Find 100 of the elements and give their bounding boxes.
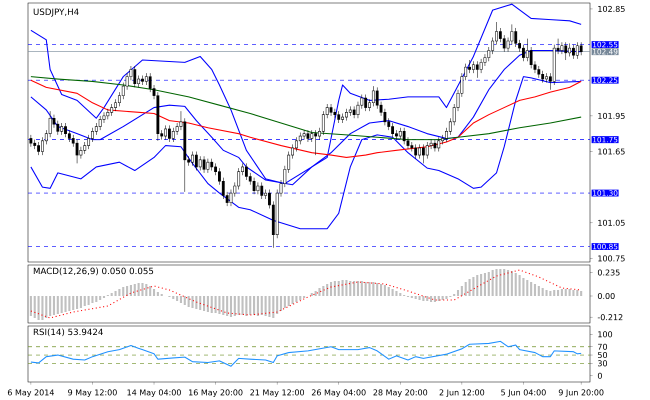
candlestick — [356, 101, 360, 119]
bar — [34, 296, 36, 318]
bar — [510, 271, 513, 296]
bar — [299, 296, 302, 300]
bar — [399, 293, 402, 296]
y-tick-label: 101.05 — [598, 220, 625, 226]
bar — [468, 279, 471, 296]
bar — [56, 296, 59, 314]
bar — [326, 284, 328, 296]
bar — [172, 296, 174, 299]
bar — [199, 296, 202, 310]
y-tick-label: 30 — [598, 360, 608, 366]
bar — [45, 296, 48, 318]
bar — [318, 288, 321, 296]
bar — [368, 282, 371, 296]
bar — [180, 296, 182, 303]
bar — [557, 290, 560, 296]
bar — [538, 286, 540, 296]
bar — [114, 291, 117, 296]
bar — [260, 296, 263, 315]
candlestick — [91, 127, 94, 142]
bar — [568, 289, 571, 296]
x-tick-label: 26 May 04:00 — [312, 389, 366, 397]
bar — [345, 280, 348, 296]
line-series — [30, 340, 582, 367]
bar — [134, 284, 136, 296]
bar — [488, 272, 490, 296]
bar — [68, 296, 70, 311]
x-tick-label: 2 Jun 12:00 — [440, 389, 484, 397]
bar — [334, 281, 336, 296]
bar — [503, 269, 506, 296]
candlestick — [141, 75, 144, 86]
bar — [118, 289, 120, 296]
bar — [460, 286, 463, 296]
bar — [210, 296, 213, 313]
bar — [542, 288, 544, 296]
candlestick — [330, 104, 332, 116]
bar — [238, 296, 240, 315]
bar — [30, 296, 32, 316]
bar — [434, 296, 436, 302]
bar — [514, 273, 517, 296]
bar — [49, 296, 52, 316]
candlestick — [484, 54, 486, 66]
y-tick-label: 100 — [598, 331, 612, 338]
bar — [110, 293, 113, 296]
bar — [64, 296, 67, 312]
x-tick-label: 9 Jun 20:00 — [558, 389, 604, 397]
candlestick — [252, 177, 256, 195]
candlestick — [202, 156, 206, 174]
bar — [380, 284, 382, 296]
bar — [253, 296, 256, 315]
candlestick — [164, 125, 167, 140]
bar — [438, 296, 440, 301]
bar — [145, 284, 148, 296]
bar — [560, 289, 563, 296]
y-tick-label: 0.00 — [598, 292, 615, 300]
bar — [184, 296, 186, 306]
bar — [442, 296, 444, 300]
bar — [445, 296, 448, 299]
bar — [156, 292, 159, 296]
bar — [418, 296, 421, 300]
bar — [214, 296, 217, 313]
x-tick-label: 21 May 12:00 — [250, 389, 304, 397]
bar — [576, 290, 578, 296]
y-tick-label: 101.65 — [598, 148, 625, 155]
bar — [506, 270, 510, 296]
text: USDJPY,H4 — [34, 8, 79, 17]
candlestick — [76, 139, 78, 164]
candlestick — [183, 118, 186, 192]
bar — [495, 269, 498, 296]
bar — [130, 285, 132, 296]
bar — [152, 289, 156, 296]
bar — [60, 296, 63, 313]
bar — [356, 281, 360, 296]
bar — [234, 296, 236, 316]
bar — [256, 296, 259, 316]
bar — [472, 277, 474, 296]
bar — [95, 296, 98, 302]
bar — [388, 287, 390, 296]
candlestick — [434, 139, 436, 152]
bar — [176, 296, 178, 301]
bar — [522, 278, 524, 296]
bar — [141, 283, 144, 296]
bar — [202, 296, 206, 311]
bar — [572, 290, 575, 296]
bar — [206, 296, 209, 312]
bar — [310, 293, 313, 296]
bar — [580, 291, 582, 296]
candlestick — [545, 72, 548, 83]
bar — [272, 296, 274, 318]
bar — [338, 281, 340, 296]
bar — [395, 291, 398, 296]
x-tick-label: 9 May 12:00 — [68, 389, 117, 397]
bar — [376, 283, 378, 296]
bar — [518, 275, 521, 296]
bar — [264, 296, 267, 316]
candlestick — [230, 189, 232, 206]
bar — [530, 282, 532, 296]
y-tick-label: 100.75 — [598, 255, 625, 262]
bar — [360, 281, 363, 296]
